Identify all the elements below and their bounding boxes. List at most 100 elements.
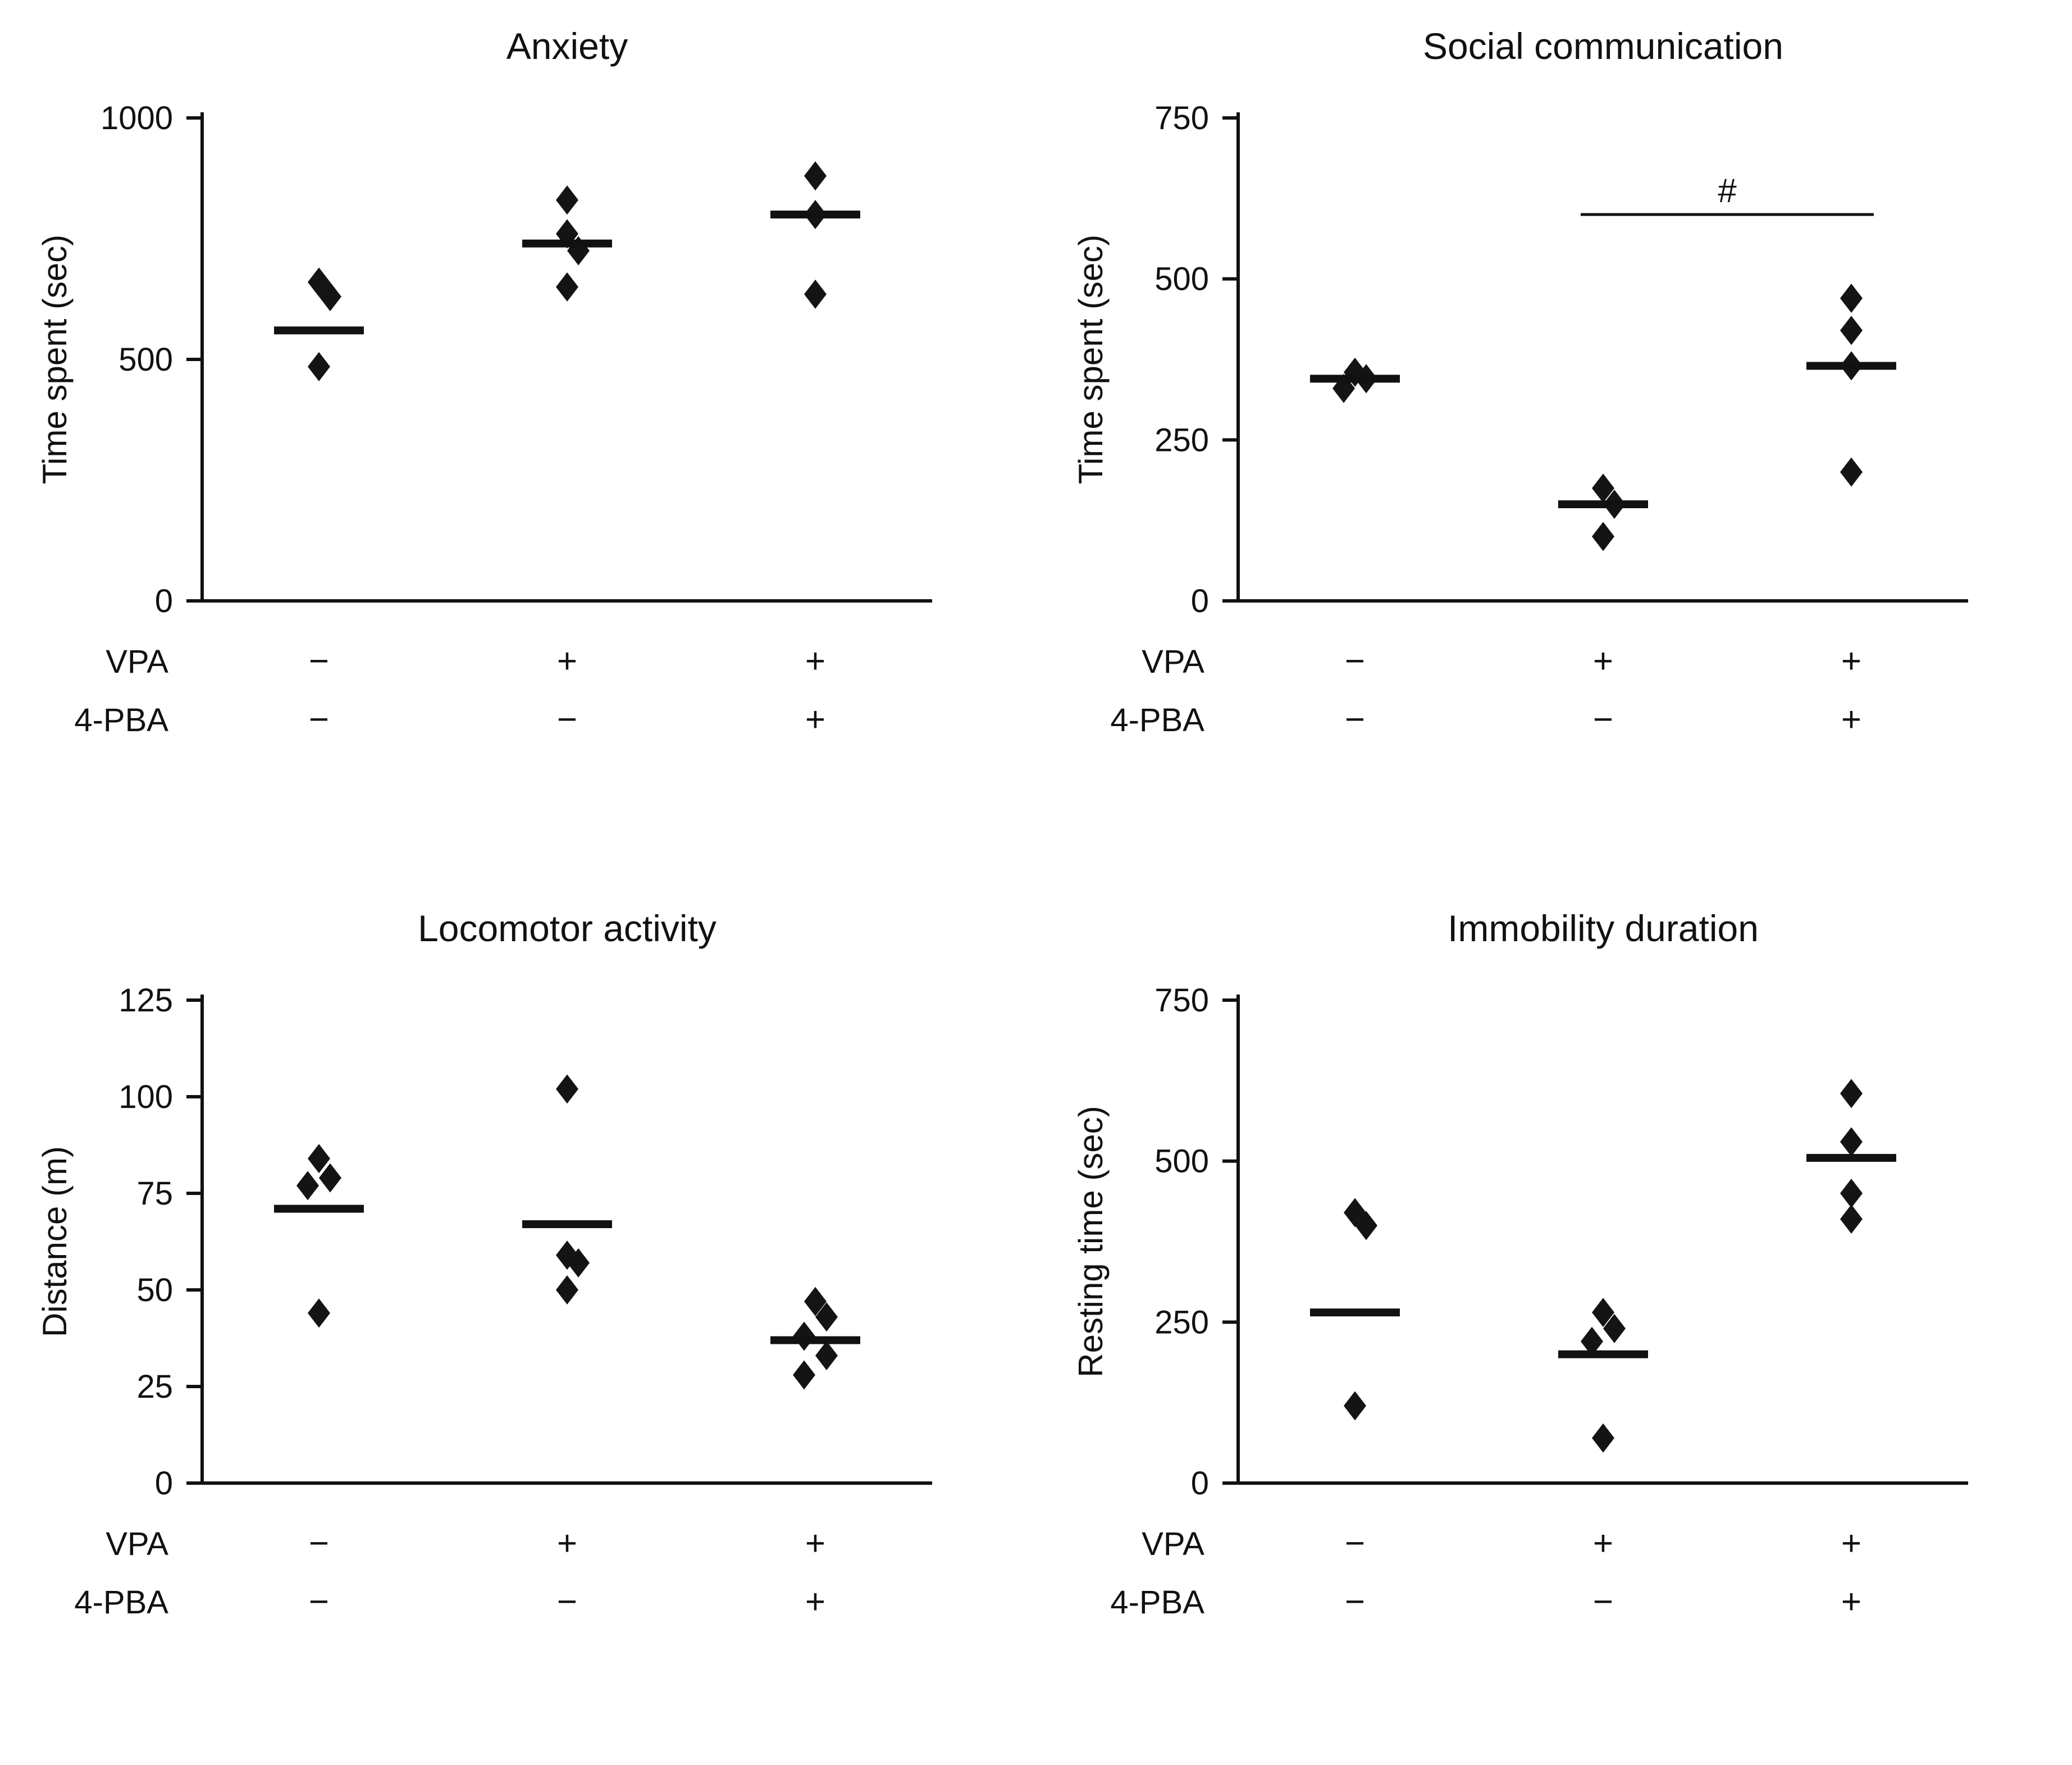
y-tick-label: 0 — [1191, 583, 1209, 619]
data-point — [556, 1074, 578, 1104]
group-condition-symbol: + — [1841, 1582, 1861, 1621]
y-tick-label: 100 — [118, 1079, 173, 1115]
y-tick-label: 250 — [1154, 422, 1209, 458]
data-point — [308, 1298, 330, 1328]
data-point — [556, 272, 578, 302]
y-tick-label: 25 — [136, 1369, 173, 1405]
group-condition-symbol: + — [805, 700, 825, 739]
data-point — [804, 279, 827, 309]
row-label: VPA — [1142, 644, 1204, 680]
data-point — [556, 185, 578, 215]
data-point — [319, 282, 341, 312]
y-tick-label: 750 — [1154, 982, 1209, 1019]
data-point — [804, 1287, 827, 1316]
group-condition-symbol: − — [557, 1582, 577, 1621]
y-axis-label: Distance (m) — [36, 1146, 74, 1337]
data-point — [1840, 1204, 1863, 1234]
data-point — [804, 161, 827, 191]
data-point — [1603, 1314, 1626, 1343]
data-point — [1840, 1179, 1863, 1208]
data-point — [1592, 1423, 1614, 1453]
data-point — [1592, 522, 1614, 551]
group-condition-symbol: + — [805, 1524, 825, 1563]
row-label: 4-PBA — [74, 1584, 168, 1621]
group-condition-symbol: − — [1345, 1524, 1365, 1563]
y-tick-label: 75 — [136, 1175, 173, 1212]
data-point — [556, 1240, 578, 1270]
group-condition-symbol: + — [805, 1582, 825, 1621]
data-point — [815, 1340, 838, 1370]
group-condition-symbol: + — [1593, 1524, 1613, 1563]
y-axis-label: Time spent (sec) — [36, 235, 74, 485]
y-axis-label: Resting time (sec) — [1072, 1106, 1110, 1377]
chart-title: Anxiety — [506, 25, 628, 67]
data-point — [1840, 457, 1863, 487]
chart-title: Social communication — [1423, 25, 1783, 67]
data-point — [793, 1360, 815, 1390]
group-condition-symbol: − — [1593, 700, 1613, 739]
data-point — [1592, 473, 1614, 503]
group-condition-symbol: − — [1593, 1582, 1613, 1621]
data-point — [1840, 316, 1863, 345]
chart-svg: Social communication 0 250 500 750 Time spent… — [1072, 25, 1968, 739]
row-label: VPA — [106, 1526, 168, 1562]
group-condition-symbol: − — [1345, 642, 1365, 681]
group-condition-symbol: + — [1841, 700, 1861, 739]
chart-svg: Anxiety 0 500 1000 Time spent (sec) VPA − + +4-P… — [36, 25, 932, 739]
y-tick-label: 0 — [155, 583, 173, 619]
y-tick-label: 500 — [1154, 261, 1209, 298]
chart-title: Locomotor activity — [418, 907, 716, 949]
group-condition-symbol: + — [557, 642, 577, 681]
chart-panel-immobility-duration: Immobility duration 0 250 500 750 Resting tim… — [1036, 882, 2072, 1764]
y-tick-label: 250 — [1154, 1304, 1209, 1340]
data-point — [308, 267, 330, 297]
chart-svg: Immobility duration 0 250 500 750 Resting tim… — [1072, 907, 1968, 1621]
data-point — [1840, 1127, 1863, 1157]
group-condition-symbol: − — [557, 700, 577, 739]
row-label: VPA — [106, 644, 168, 680]
group-condition-symbol: + — [557, 1524, 577, 1563]
chart-panel-anxiety: Anxiety 0 500 1000 Time spent (sec) VPA − + +4-P… — [0, 0, 1036, 882]
data-point — [1344, 1391, 1366, 1421]
group-condition-symbol: + — [1841, 1524, 1861, 1563]
data-point — [319, 1163, 341, 1193]
data-point — [1840, 284, 1863, 313]
data-point — [308, 352, 330, 381]
group-condition-symbol: − — [309, 700, 329, 739]
y-tick-label: 1000 — [101, 100, 173, 136]
group-condition-symbol: − — [1345, 1582, 1365, 1621]
group-condition-symbol: + — [805, 642, 825, 681]
data-point — [1592, 1298, 1614, 1328]
group-condition-symbol: + — [1593, 642, 1613, 681]
group-condition-symbol: − — [1345, 700, 1365, 739]
group-condition-symbol: − — [309, 1524, 329, 1563]
data-point — [1355, 1211, 1377, 1240]
row-label: 4-PBA — [74, 702, 168, 738]
chart-svg: Locomotor activity 0 25 50 75 100 125 Distance … — [36, 907, 932, 1621]
data-point — [567, 1248, 590, 1278]
group-condition-symbol: + — [1841, 642, 1861, 681]
data-point — [296, 1171, 319, 1201]
data-point — [556, 1275, 578, 1305]
row-label: 4-PBA — [1110, 1584, 1204, 1621]
chart-panel-locomotor-activity: Locomotor activity 0 25 50 75 100 125 Distance … — [0, 882, 1036, 1764]
y-axis-label: Time spent (sec) — [1072, 235, 1110, 485]
data-point — [308, 1144, 330, 1174]
data-point — [1581, 1326, 1603, 1356]
chart-title: Immobility duration — [1448, 907, 1759, 949]
data-point — [1840, 1079, 1863, 1109]
chart-panel-social-communication: Social communication 0 250 500 750 Time spent… — [1036, 0, 2072, 882]
y-tick-label: 500 — [118, 341, 173, 378]
y-tick-label: 125 — [118, 982, 173, 1019]
y-tick-label: 50 — [136, 1272, 173, 1308]
y-tick-label: 500 — [1154, 1143, 1209, 1180]
row-label: 4-PBA — [1110, 702, 1204, 738]
data-point — [815, 1302, 838, 1332]
significance-symbol: # — [1718, 172, 1737, 209]
row-label: VPA — [1142, 1526, 1204, 1562]
y-tick-label: 0 — [155, 1465, 173, 1502]
group-condition-symbol: − — [309, 642, 329, 681]
y-tick-label: 750 — [1154, 100, 1209, 136]
y-tick-label: 0 — [1191, 1465, 1209, 1502]
